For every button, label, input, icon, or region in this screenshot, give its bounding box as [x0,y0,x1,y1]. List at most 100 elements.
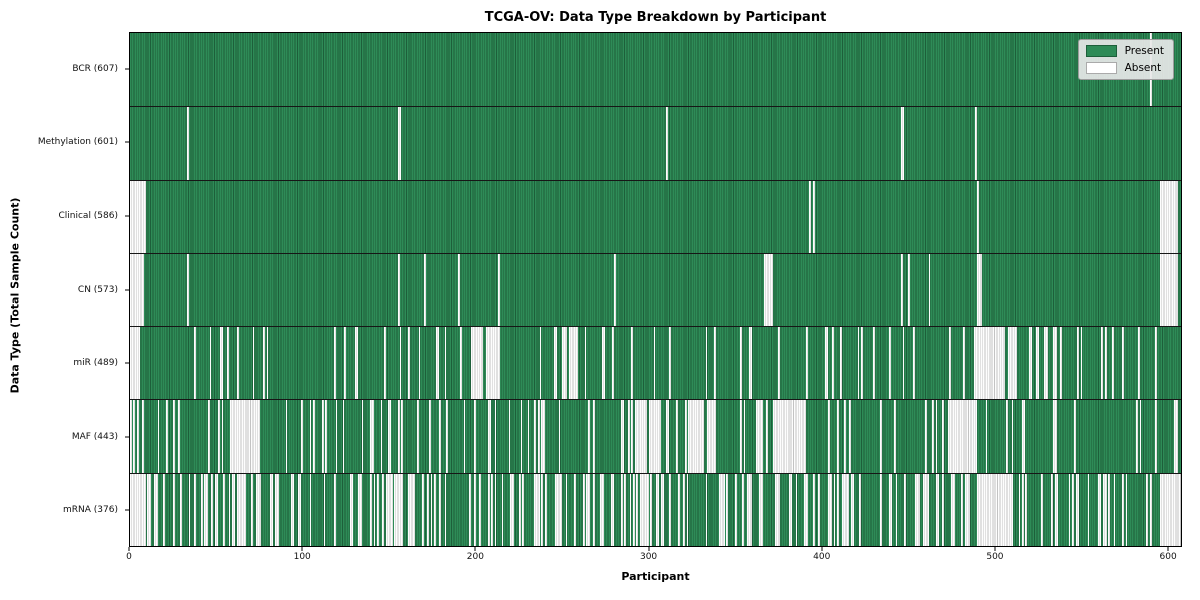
absent-run [805,327,808,400]
absent-run [1155,400,1157,473]
absent-run [387,400,392,473]
absent-run [142,400,144,473]
absent-run [740,327,742,400]
absent-run [817,473,820,546]
y-tick-label-mRNA: mRNA (376) [63,505,118,516]
absent-run [342,400,345,473]
absent-run [961,473,964,546]
absent-run [553,327,557,400]
absent-run [541,473,544,546]
absent-run [498,253,500,327]
absent-run [370,473,372,546]
x-tick-mark [474,547,476,551]
absent-run [1122,473,1124,546]
absent-run [290,473,295,546]
absent-run [200,473,203,546]
y-tick-mark [125,436,129,438]
absent-run [880,400,882,473]
absent-run [1008,327,1017,400]
absent-run [558,400,561,473]
x-tick-mark [648,547,650,551]
absent-run [631,400,634,473]
absent-run [804,473,808,546]
absent-run [1155,327,1157,400]
absent-run [541,400,545,473]
absent-run [1072,473,1074,546]
absent-run [633,473,635,546]
absent-run [942,473,945,546]
absent-run [422,473,424,546]
absent-run [1160,473,1181,546]
absent-run [1139,400,1142,473]
absent-run [788,473,793,546]
absent-run [740,400,742,473]
absent-run [913,327,915,400]
absent-run [677,473,680,546]
absent-run [323,473,326,546]
absent-run [214,473,219,546]
y-tick-label-BCR: BCR (607) [72,63,118,74]
absent-run [778,327,780,400]
absent-run [486,327,500,400]
absent-run [444,327,447,400]
absent-run [226,327,229,400]
absent-run [193,473,196,546]
heatmap-row-MAF [130,399,1181,473]
absent-run [824,327,829,400]
absent-run [774,473,780,546]
absent-run [639,473,649,546]
absent-run [1025,473,1028,546]
absent-run [397,400,400,473]
absent-run [582,473,585,546]
absent-run [904,473,907,546]
absent-run [301,400,303,473]
absent-run [907,253,910,327]
absent-run [634,400,647,473]
absent-run [1146,473,1149,546]
absent-run [833,473,836,546]
absent-run [1087,473,1090,546]
absent-run [1040,473,1043,546]
absent-run [888,327,891,400]
absent-run [333,473,336,546]
absent-run [349,473,353,546]
x-tick-mark [301,547,303,551]
absent-run [429,400,431,473]
absent-run [470,327,483,400]
absent-run [766,400,768,473]
absent-run [900,107,905,180]
absent-run [977,473,1014,546]
absent-run [935,473,939,546]
absent-run [859,473,862,546]
absent-run [1103,473,1107,546]
absent-run [773,400,806,473]
absent-run [534,400,537,473]
absent-run [861,327,863,400]
absent-run [1122,327,1124,400]
absent-run [735,473,737,546]
absent-run [221,400,224,473]
absent-run [873,327,876,400]
absent-run [444,473,447,546]
absent-run [501,473,504,546]
absent-run [494,473,497,546]
absent-run [1075,473,1079,546]
absent-run [1125,473,1128,546]
absent-run [458,253,461,327]
absent-run [935,400,938,473]
absent-run [1021,400,1026,473]
absent-run [460,327,462,400]
absent-run [508,400,511,473]
absent-run [394,473,404,546]
absent-run [569,327,578,400]
absent-run [705,473,708,546]
absent-run [344,327,347,400]
absent-run [831,327,834,400]
absent-run [228,473,231,546]
absent-run [237,327,239,400]
absent-run [719,473,725,546]
absent-run [1021,473,1024,546]
absent-run [925,400,927,473]
absent-run [584,327,587,400]
plot-area: Present Absent [129,32,1182,547]
